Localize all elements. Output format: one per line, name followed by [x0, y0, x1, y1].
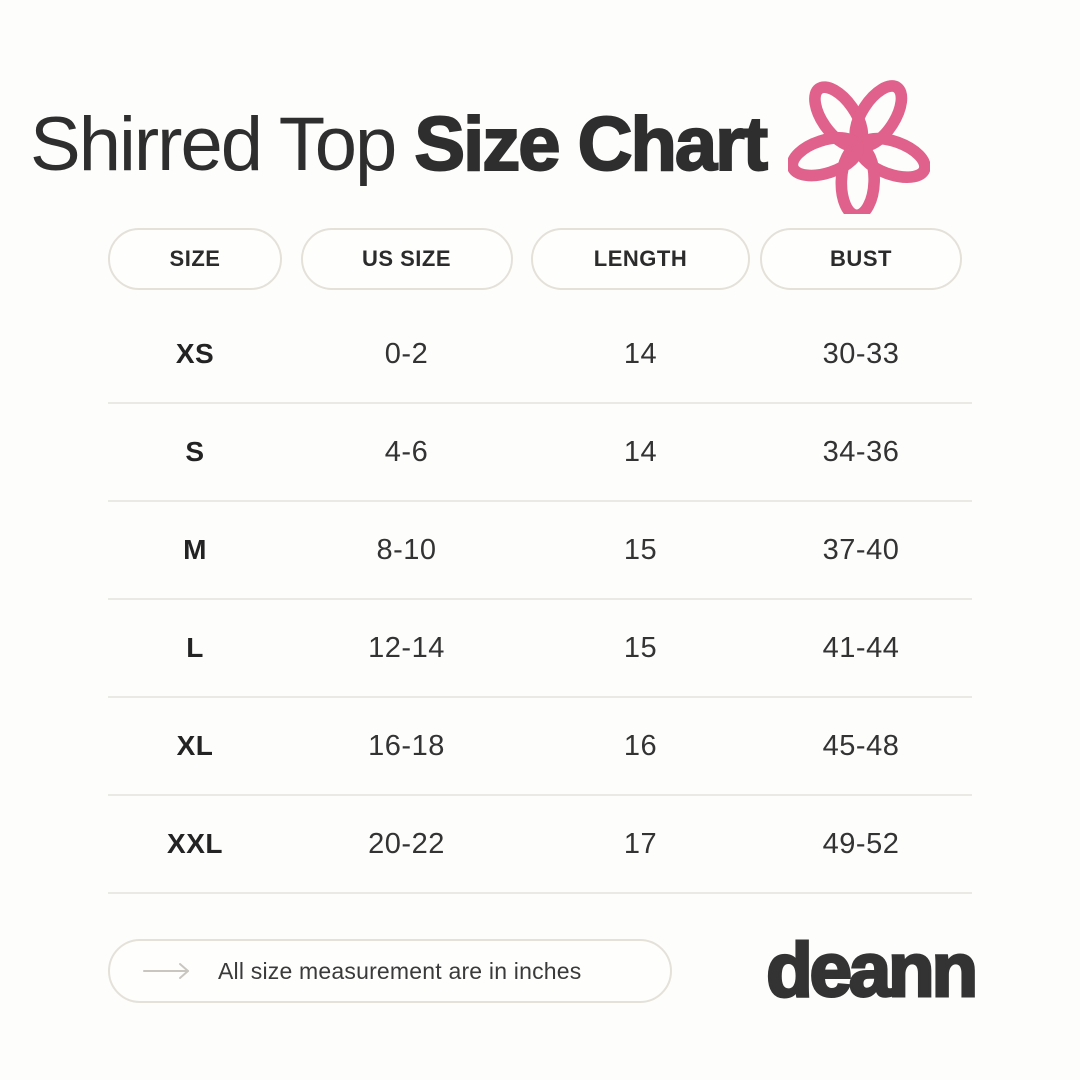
- measurement-note-text: All size measurement are in inches: [218, 957, 582, 984]
- table-row: XXL 20-22 17 49-52: [108, 796, 972, 894]
- size-cell: M: [183, 534, 207, 565]
- page-title-size-chart: Size Chart: [413, 102, 769, 187]
- footer: All size measurement are in inches deann: [108, 928, 980, 1013]
- column-header-length: LENGTH: [531, 228, 750, 290]
- arrow-right-icon: [142, 961, 192, 981]
- table-row: XL 16-18 16 45-48: [108, 698, 972, 796]
- column-header-size: SIZE: [108, 228, 282, 290]
- table-header-row: SIZE US SIZE LENGTH BUST: [108, 228, 972, 290]
- bust-cell: 37-40: [822, 533, 900, 566]
- size-cell: L: [186, 632, 204, 663]
- page-title: Shirred Top Size Chart: [30, 106, 769, 184]
- size-cell: XL: [176, 730, 214, 761]
- size-cell: XXL: [167, 828, 223, 859]
- length-cell: 17: [623, 827, 658, 860]
- length-cell: 15: [623, 533, 658, 566]
- brand-logo: deann: [765, 928, 980, 1013]
- us-size-cell: 0-2: [384, 337, 429, 370]
- table-row: M 8-10 15 37-40: [108, 502, 972, 600]
- header: Shirred Top Size Chart: [30, 70, 1066, 221]
- us-size-cell: 4-6: [384, 435, 429, 468]
- table-body: XS 0-2 14 30-33 S 4-6 14 34-36 M 8-10 15…: [108, 306, 972, 894]
- length-cell: 16: [623, 729, 658, 762]
- column-header-us-size: US SIZE: [300, 228, 513, 290]
- size-cell: S: [185, 436, 205, 467]
- length-cell: 15: [623, 631, 658, 664]
- us-size-cell: 16-18: [368, 729, 445, 762]
- bust-cell: 34-36: [822, 435, 900, 468]
- bust-cell: 45-48: [822, 729, 900, 762]
- bust-cell: 49-52: [822, 827, 900, 860]
- page-title-product: Shirred Top: [30, 102, 415, 187]
- measurement-note-pill: All size measurement are in inches: [108, 939, 672, 1003]
- size-cell: XS: [175, 338, 215, 369]
- table-row: S 4-6 14 34-36: [108, 404, 972, 502]
- bust-cell: 41-44: [822, 631, 900, 664]
- us-size-cell: 12-14: [368, 631, 445, 664]
- length-cell: 14: [623, 337, 658, 370]
- table-row: XS 0-2 14 30-33: [108, 306, 972, 404]
- bust-cell: 30-33: [822, 337, 900, 370]
- size-table: SIZE US SIZE LENGTH BUST XS 0-2 14 30-33…: [108, 228, 972, 894]
- length-cell: 14: [623, 435, 658, 468]
- us-size-cell: 8-10: [376, 533, 437, 566]
- column-header-bust: BUST: [760, 228, 962, 290]
- table-row: L 12-14 15 41-44: [108, 600, 972, 698]
- flower-icon: [786, 72, 931, 221]
- us-size-cell: 20-22: [368, 827, 445, 860]
